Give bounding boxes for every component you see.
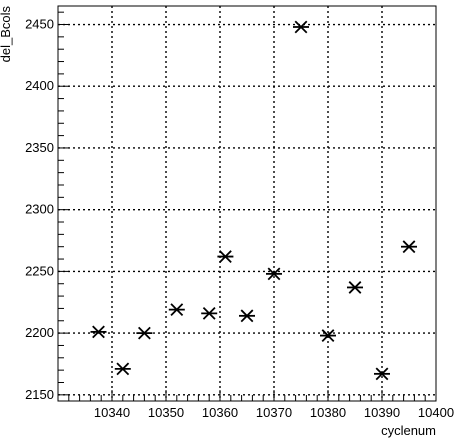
data-point [374,367,390,381]
data-point [266,267,282,281]
y-tick-label: 2300 [25,202,54,217]
x-tick-label: 10350 [148,405,184,420]
data-point [239,309,255,323]
data-point [293,20,309,34]
data-point [136,326,153,340]
data-point [201,306,218,320]
x-tick-label: 10370 [256,405,292,420]
y-tick-label: 2450 [25,17,54,32]
data-point [320,329,336,342]
data-point [401,240,417,254]
data-points [90,20,417,381]
x-axis-title: cyclenum [381,423,436,438]
plot-frame [57,5,437,402]
data-point [168,303,185,317]
y-tick-label: 2200 [25,325,54,340]
y-tick-label: 2250 [25,263,54,278]
x-tick-label: 10400 [418,405,454,420]
data-point [347,281,363,294]
y-tick-label: 2350 [25,140,54,155]
data-point [217,250,234,263]
data-point [90,325,107,339]
x-tick-label: 10380 [310,405,346,420]
axes: 2150 2200 2250 2300 2350 2400 2450 10340 10350 10… [25,5,454,420]
x-tick-label: 10390 [364,405,400,420]
y-axis-title: del_Bcols [0,6,13,63]
y-tick-label: 2150 [25,387,54,402]
y-tick-label: 2400 [25,78,54,93]
x-tick-label: 10340 [94,405,130,420]
data-point [114,362,131,376]
x-tick-label: 10360 [202,405,238,420]
grid [58,6,436,401]
